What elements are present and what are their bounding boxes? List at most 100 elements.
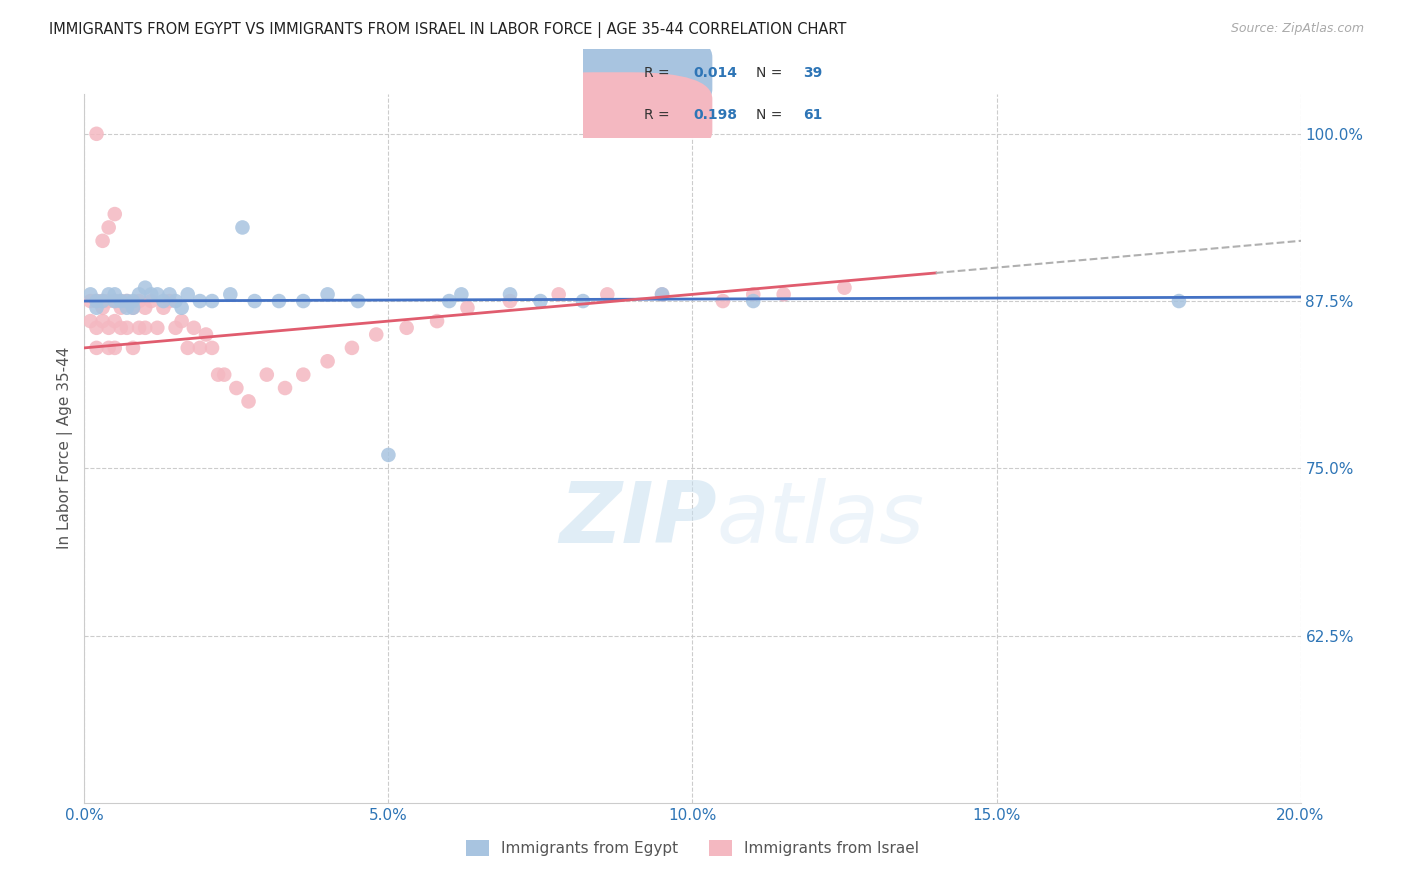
- Point: [128, 287, 150, 301]
- Point: [122, 294, 145, 309]
- Point: [97, 321, 120, 335]
- Point: [141, 287, 163, 301]
- Point: [86, 301, 108, 315]
- Point: [91, 301, 114, 315]
- Point: [267, 294, 290, 309]
- Point: [183, 321, 205, 335]
- FancyBboxPatch shape: [512, 30, 713, 116]
- Point: [450, 287, 472, 301]
- Point: [212, 368, 235, 382]
- Point: [122, 301, 145, 315]
- Point: [274, 381, 297, 395]
- Point: [499, 287, 522, 301]
- Point: [86, 294, 108, 309]
- Text: ZIP: ZIP: [560, 477, 717, 561]
- Point: [79, 314, 101, 328]
- Point: [110, 321, 132, 335]
- Point: [225, 381, 247, 395]
- Point: [134, 280, 156, 294]
- Point: [238, 394, 260, 409]
- Point: [347, 294, 370, 309]
- Point: [165, 294, 187, 309]
- Point: [159, 287, 181, 301]
- Text: R =: R =: [644, 108, 673, 122]
- Point: [104, 294, 127, 309]
- Point: [651, 287, 673, 301]
- Point: [141, 294, 163, 309]
- Point: [426, 314, 449, 328]
- Point: [104, 207, 127, 221]
- Y-axis label: In Labor Force | Age 35-44: In Labor Force | Age 35-44: [58, 347, 73, 549]
- Point: [104, 341, 127, 355]
- Point: [122, 341, 145, 355]
- Point: [122, 301, 145, 315]
- Point: [110, 294, 132, 309]
- Point: [834, 280, 856, 294]
- Point: [159, 294, 181, 309]
- Point: [499, 294, 522, 309]
- Point: [231, 220, 253, 235]
- Point: [134, 301, 156, 315]
- Point: [86, 321, 108, 335]
- Point: [201, 294, 224, 309]
- Point: [146, 321, 169, 335]
- Point: [243, 294, 266, 309]
- Point: [128, 321, 150, 335]
- Point: [110, 294, 132, 309]
- Point: [86, 294, 108, 309]
- Point: [170, 314, 193, 328]
- Point: [201, 341, 224, 355]
- Point: [194, 327, 218, 342]
- Point: [742, 287, 765, 301]
- FancyBboxPatch shape: [512, 72, 713, 158]
- Point: [219, 287, 242, 301]
- Point: [104, 287, 127, 301]
- Point: [97, 341, 120, 355]
- Point: [115, 294, 138, 309]
- Point: [146, 287, 169, 301]
- Point: [115, 321, 138, 335]
- Point: [165, 321, 187, 335]
- Point: [456, 301, 478, 315]
- Point: [395, 321, 418, 335]
- Point: [207, 368, 229, 382]
- Point: [104, 314, 127, 328]
- Point: [188, 294, 211, 309]
- Point: [439, 294, 461, 309]
- Text: 0.198: 0.198: [693, 108, 737, 122]
- Point: [711, 294, 734, 309]
- Point: [377, 448, 399, 462]
- Point: [97, 220, 120, 235]
- Point: [316, 354, 339, 368]
- Point: [115, 294, 138, 309]
- Point: [772, 287, 794, 301]
- Point: [86, 341, 108, 355]
- Point: [128, 294, 150, 309]
- Text: 39: 39: [803, 66, 823, 80]
- Point: [115, 301, 138, 315]
- Point: [170, 301, 193, 315]
- Point: [134, 321, 156, 335]
- Point: [79, 287, 101, 301]
- Point: [742, 294, 765, 309]
- Point: [292, 368, 315, 382]
- Point: [547, 287, 569, 301]
- Point: [104, 294, 127, 309]
- Point: [91, 294, 114, 309]
- Text: N =: N =: [756, 108, 787, 122]
- Point: [366, 327, 388, 342]
- Point: [91, 234, 114, 248]
- Point: [97, 294, 120, 309]
- Point: [340, 341, 363, 355]
- Point: [86, 127, 108, 141]
- Point: [177, 287, 200, 301]
- Point: [1167, 294, 1189, 309]
- Legend: Immigrants from Egypt, Immigrants from Israel: Immigrants from Egypt, Immigrants from I…: [460, 834, 925, 863]
- Point: [152, 301, 174, 315]
- Text: R =: R =: [644, 66, 673, 80]
- Point: [292, 294, 315, 309]
- Text: N =: N =: [756, 66, 787, 80]
- Point: [152, 294, 174, 309]
- Point: [97, 287, 120, 301]
- Text: 0.014: 0.014: [693, 66, 737, 80]
